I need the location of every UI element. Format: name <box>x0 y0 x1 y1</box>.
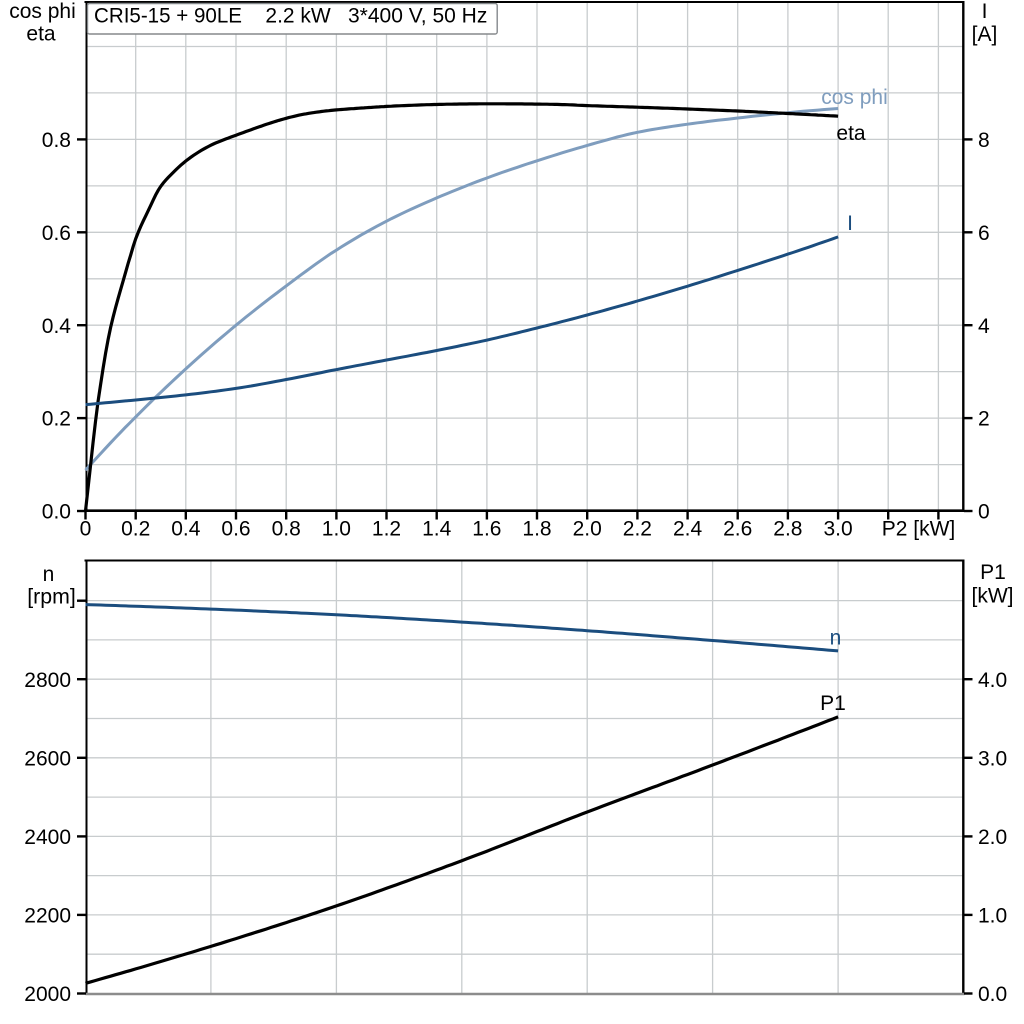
svg-text:0: 0 <box>80 518 92 541</box>
svg-text:I: I <box>982 0 988 23</box>
svg-text:8: 8 <box>978 129 990 152</box>
svg-text:1.0: 1.0 <box>978 905 1007 928</box>
svg-text:cos phi: cos phi <box>821 86 888 109</box>
svg-text:[rpm]: [rpm] <box>27 586 76 609</box>
svg-text:0.4: 0.4 <box>42 315 72 338</box>
svg-text:1.4: 1.4 <box>422 518 452 541</box>
svg-text:eta: eta <box>26 23 56 46</box>
svg-text:1.8: 1.8 <box>522 518 551 541</box>
svg-text:n: n <box>43 563 55 586</box>
svg-text:CRI5-15 + 90LE: CRI5-15 + 90LE <box>94 5 242 28</box>
svg-text:0.6: 0.6 <box>42 222 71 245</box>
svg-text:2400: 2400 <box>24 826 71 849</box>
svg-text:0.0: 0.0 <box>978 983 1007 1006</box>
svg-text:4: 4 <box>978 315 990 338</box>
svg-text:0.0: 0.0 <box>42 501 71 524</box>
svg-text:2.8: 2.8 <box>773 518 802 541</box>
svg-text:0.2: 0.2 <box>42 408 71 431</box>
svg-text:I: I <box>847 212 853 235</box>
svg-text:4.0: 4.0 <box>978 669 1007 692</box>
svg-text:P1: P1 <box>980 561 1006 584</box>
svg-text:0.8: 0.8 <box>42 129 71 152</box>
svg-text:0.6: 0.6 <box>221 518 250 541</box>
svg-text:1.0: 1.0 <box>322 518 351 541</box>
svg-text:2600: 2600 <box>24 747 71 770</box>
svg-text:[kW]: [kW] <box>972 585 1014 608</box>
svg-text:6: 6 <box>978 222 990 245</box>
svg-text:3.0: 3.0 <box>823 518 852 541</box>
svg-text:cos phi: cos phi <box>9 0 76 23</box>
svg-text:2.2 kW: 2.2 kW <box>265 5 331 28</box>
svg-text:P1: P1 <box>820 692 846 715</box>
svg-text:0: 0 <box>978 501 990 524</box>
svg-text:3.0: 3.0 <box>978 747 1007 770</box>
svg-text:3*400 V, 50 Hz: 3*400 V, 50 Hz <box>348 5 487 28</box>
svg-text:2.4: 2.4 <box>673 518 703 541</box>
svg-text:1.2: 1.2 <box>372 518 401 541</box>
svg-text:2.0: 2.0 <box>573 518 602 541</box>
svg-text:P2 [kW]: P2 [kW] <box>882 518 956 541</box>
svg-text:2.2: 2.2 <box>623 518 652 541</box>
svg-text:0.4: 0.4 <box>171 518 201 541</box>
svg-text:2: 2 <box>978 408 990 431</box>
svg-text:2800: 2800 <box>24 669 71 692</box>
svg-text:1.6: 1.6 <box>472 518 501 541</box>
svg-text:0.2: 0.2 <box>121 518 150 541</box>
svg-text:2200: 2200 <box>24 905 71 928</box>
svg-text:2.0: 2.0 <box>978 826 1007 849</box>
svg-text:2.6: 2.6 <box>723 518 752 541</box>
svg-text:0.8: 0.8 <box>272 518 301 541</box>
svg-text:eta: eta <box>836 122 866 145</box>
svg-text:n: n <box>830 627 842 650</box>
svg-text:2000: 2000 <box>24 983 71 1006</box>
svg-text:[A]: [A] <box>972 23 998 46</box>
